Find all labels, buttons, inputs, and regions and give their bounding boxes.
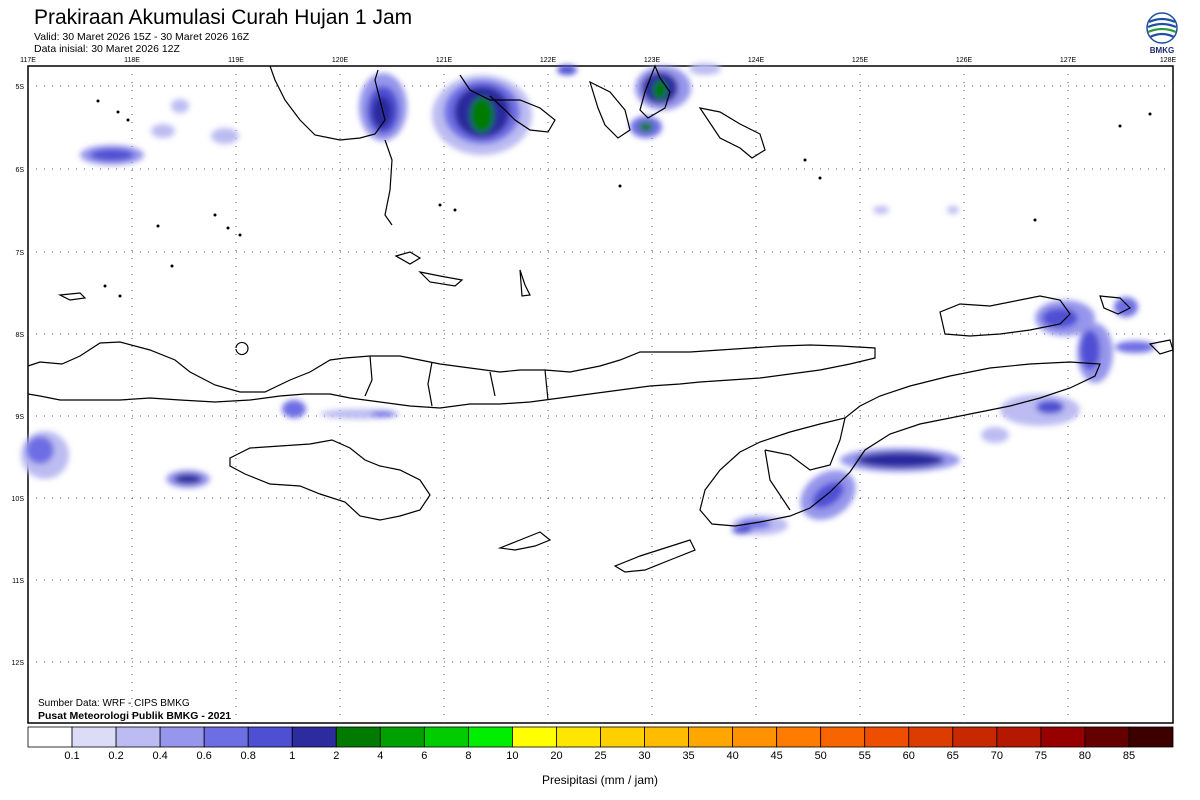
colorbar-tick-label: 0.4 (152, 750, 168, 762)
colorbar-swatch (335, 726, 381, 748)
colorbar-swatch (203, 726, 249, 748)
lon-label: 122E (540, 57, 557, 64)
colorbar (27, 726, 1174, 748)
colorbar-swatch (247, 726, 293, 748)
lon-label: 125E (852, 57, 869, 64)
colorbar-swatch (423, 726, 469, 748)
colorbar-tick-label: 1 (289, 750, 296, 762)
colorbar-swatch (1040, 726, 1086, 748)
publisher: Pusat Meteorologi Publik BMKG - 2021 (38, 710, 232, 722)
colorbar-tick-label: 80 (1078, 750, 1092, 762)
colorbar-swatch (600, 726, 645, 748)
data-source: Sumber Data: WRF - CIPS BMKG (38, 698, 190, 709)
colorbar-tick-label: 40 (726, 750, 739, 762)
colorbar-tick-label: 0.8 (240, 750, 256, 762)
lat-label: 10S (12, 496, 25, 503)
map-title: Prakiraan Akumulasi Curah Hujan 1 Jam (34, 6, 413, 29)
lon-label: 123E (644, 57, 661, 64)
colorbar-tick-label: 2 (333, 750, 340, 762)
lat-label: 7S (15, 250, 24, 257)
colorbar-tick-label: 35 (682, 750, 695, 762)
colorbar-swatch (512, 726, 557, 748)
lat-label: 12S (12, 660, 25, 667)
colorbar-tick-label: 55 (858, 750, 871, 762)
colorbar-swatch (159, 726, 205, 748)
lon-label: 119E (228, 57, 244, 64)
colorbar-tick-label: 25 (594, 750, 607, 762)
lon-label: 128E (1160, 57, 1177, 64)
colorbar-swatch (776, 726, 822, 748)
map-frame (27, 65, 1174, 724)
colorbar-tick-label: 30 (638, 750, 651, 762)
lon-label: 121E (436, 57, 453, 64)
bmkg-logo-icon (1146, 12, 1178, 44)
colorbar-tick-label: 75 (1034, 750, 1047, 762)
colorbar-swatch (1128, 726, 1174, 748)
colorbar-tick-label: 20 (550, 750, 563, 762)
lat-label: 6S (15, 167, 24, 174)
longitude-labels: 117E 118E 119E 120E 121E 122E 123E 124E … (20, 57, 1176, 64)
colorbar-swatch (556, 726, 601, 748)
colorbar-tick-label: 0.1 (64, 750, 80, 762)
colorbar-swatch (732, 726, 778, 748)
colorbar-swatch (952, 726, 998, 748)
lat-label: 11S (12, 578, 24, 585)
colorbar-tick-label: 0.6 (196, 750, 212, 762)
lon-label: 118E (124, 57, 140, 64)
lon-label: 117E (20, 57, 36, 64)
lon-label: 126E (956, 57, 973, 64)
lon-label: 124E (748, 57, 765, 64)
colorbar-tick-label: 70 (990, 750, 1003, 762)
colorbar-swatch (379, 726, 425, 748)
valid-period: Valid: 30 Maret 2026 15Z - 30 Maret 2026… (34, 31, 250, 43)
colorbar-tick-label: 65 (946, 750, 959, 762)
colorbar-swatch (291, 726, 337, 748)
colorbar-swatch (115, 726, 161, 748)
colorbar-swatch (908, 726, 954, 748)
colorbar-tick-label: 8 (465, 750, 472, 762)
colorbar-swatch (467, 726, 513, 748)
colorbar-swatch (27, 726, 73, 748)
colorbar-swatch (820, 726, 866, 748)
colorbar-swatch (688, 726, 734, 748)
coastlines (27, 64, 1174, 573)
latitude-labels: 5S 6S 7S 8S 9S 10S 11S 12S (12, 84, 25, 667)
colorbar-title: Presipitasi (mm / jam) (541, 773, 658, 787)
colorbar-tick-label: 10 (506, 750, 519, 762)
lat-label: 9S (15, 414, 24, 421)
initial-data: Data inisial: 30 Maret 2026 12Z (34, 43, 180, 55)
colorbar-swatch (644, 726, 689, 748)
colorbar-swatch (996, 726, 1042, 748)
colorbar-swatch (1084, 726, 1130, 748)
lat-label: 5S (15, 84, 24, 91)
colorbar-tick-label: 85 (1122, 750, 1136, 762)
colorbar-tick-label: 0.2 (108, 750, 124, 762)
colorbar-tick-label: 50 (814, 750, 827, 762)
lat-label: 8S (15, 332, 24, 339)
colorbar-swatch (71, 726, 117, 748)
bmkg-logo-text: BMKG (1149, 46, 1175, 55)
colorbar-tick-label: 45 (770, 750, 783, 762)
precipitation-areas (21, 63, 1155, 535)
colorbar-swatch (864, 726, 910, 748)
lon-label: 120E (332, 57, 349, 64)
small-islands (96, 99, 1152, 298)
lon-label: 127E (1060, 57, 1077, 64)
colorbar-tick-label: 6 (421, 750, 428, 762)
colorbar-tick-label: 4 (377, 750, 384, 762)
colorbar-tick-label: 60 (902, 750, 915, 762)
